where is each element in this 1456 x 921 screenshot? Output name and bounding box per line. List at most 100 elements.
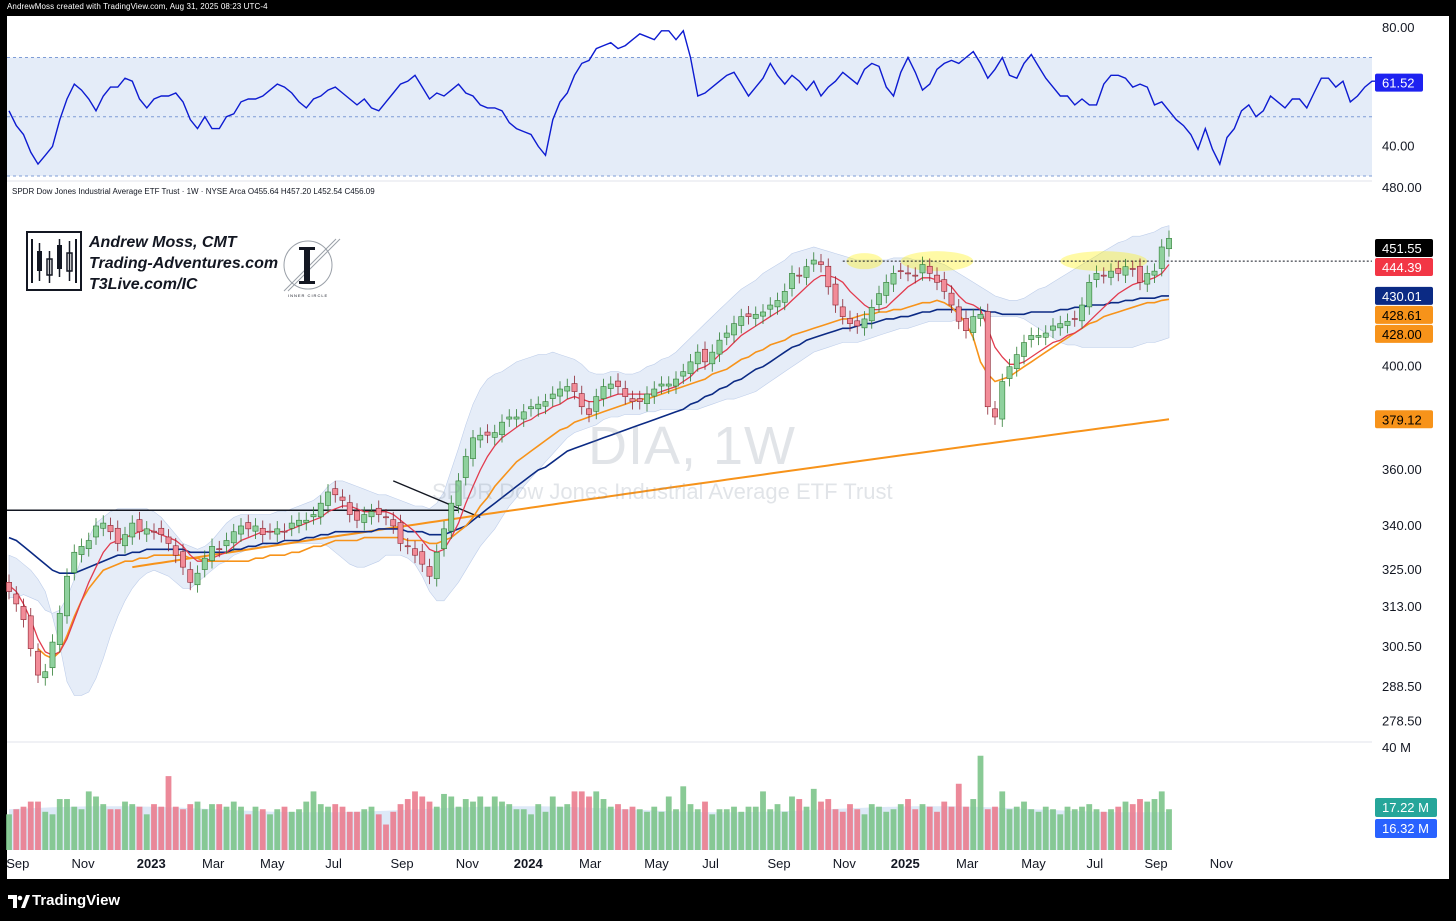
candle-body: [209, 546, 215, 561]
volume-bar: [636, 809, 643, 850]
candle-body: [694, 351, 701, 365]
volume-bar: [114, 809, 121, 850]
candle-body: [470, 437, 476, 459]
volume-bar: [803, 806, 810, 850]
volume-bar: [716, 809, 723, 850]
volume-bar: [172, 806, 179, 850]
candle-body: [1100, 274, 1107, 277]
volume-bar: [919, 804, 926, 850]
candle-body: [56, 613, 63, 645]
candle-body: [629, 398, 636, 402]
volume-bar: [1122, 801, 1129, 850]
volume-bar: [187, 804, 194, 850]
candle-body: [673, 378, 679, 387]
candle-body: [462, 456, 469, 478]
tradingview-logo-icon[interactable]: [8, 895, 30, 914]
candle-body: [245, 522, 252, 530]
volume-bar: [549, 796, 556, 850]
candle-body: [992, 408, 998, 418]
volume-bar: [600, 799, 607, 850]
candle-body: [165, 536, 172, 544]
volume-bar: [731, 806, 737, 850]
volume-bar: [984, 809, 991, 850]
volume-bar: [383, 824, 389, 850]
volume-tick-label: 40 M: [1382, 740, 1411, 755]
symbol-info-line: SPDR Dow Jones Industrial Average ETF Tr…: [12, 187, 375, 196]
price-tick-label: 340.00: [1382, 518, 1422, 533]
candle-body: [919, 264, 926, 274]
volume-bar: [1115, 806, 1122, 850]
inner-circle-caption: INNER CIRCLE: [288, 293, 329, 298]
volume-bar: [288, 811, 295, 850]
volume-bar: [441, 793, 447, 850]
price-badge: [1375, 257, 1433, 276]
candle-body: [535, 403, 542, 410]
candle-body: [412, 548, 418, 556]
volume-bar: [723, 809, 730, 850]
price-badge: [1375, 410, 1433, 429]
candle-body: [27, 615, 34, 649]
volume-bar: [615, 804, 621, 850]
volume-bar: [259, 809, 266, 850]
volume-bar: [354, 811, 360, 850]
volume-bar: [890, 809, 897, 850]
volume-bar: [419, 796, 426, 850]
candle-body: [78, 546, 85, 555]
volume-bar: [455, 806, 462, 850]
candle-body: [332, 488, 339, 496]
candle-body: [1129, 268, 1136, 270]
volume-bar: [216, 804, 223, 850]
price-pane[interactable]: [6, 225, 1372, 696]
candle-body: [745, 313, 752, 317]
candle-body: [803, 266, 810, 278]
volume-bar: [665, 796, 672, 850]
volume-bar: [1100, 811, 1107, 850]
volume-bar: [397, 804, 404, 850]
candle-body: [238, 525, 244, 535]
candle-body: [1064, 320, 1071, 326]
candle-body: [151, 530, 157, 533]
candle-body: [1013, 354, 1020, 369]
volume-bar: [839, 811, 846, 850]
time-axis-label: 2023: [137, 856, 166, 871]
price-badge-label: 444.39: [1382, 260, 1422, 275]
price-badge-label: 379.12: [1382, 412, 1422, 427]
price-badge-label: 428.00: [1382, 327, 1422, 342]
candle-body: [1035, 335, 1042, 338]
candle-body: [296, 519, 302, 526]
candle-body: [861, 318, 868, 329]
volume-bar: [1137, 799, 1143, 850]
rsi-tick-label: 80.00: [1382, 20, 1415, 35]
volume-bar: [281, 806, 288, 850]
candle-body: [310, 514, 317, 518]
time-axis-label: Sep: [6, 856, 29, 871]
volume-bar: [165, 776, 172, 850]
ma-200-line: [132, 418, 1170, 569]
candle-body: [774, 300, 781, 308]
bollinger-band: [8, 225, 1170, 696]
candle-body: [1086, 282, 1093, 308]
candle-body: [767, 304, 774, 310]
price-tick-label: 278.50: [1382, 713, 1422, 728]
volume-bar: [1144, 801, 1151, 850]
volume-bar: [122, 801, 128, 850]
footer-bar: [0, 880, 1456, 921]
rsi-band: [7, 57, 1372, 177]
candle-body: [934, 274, 940, 283]
volume-bar: [680, 786, 687, 850]
volume-bar: [27, 801, 34, 850]
candle-body: [1122, 266, 1129, 276]
volume-pane[interactable]: [6, 755, 1172, 850]
rsi-pane[interactable]: [7, 29, 1387, 177]
time-axis-label: Sep: [768, 856, 791, 871]
candle-body: [143, 528, 150, 535]
volume-bar: [818, 801, 824, 850]
volume-bar: [963, 806, 969, 850]
candle-body: [397, 522, 404, 544]
volume-bar: [484, 806, 491, 850]
tradingview-brand[interactable]: TradingView: [32, 892, 121, 909]
volume-bar: [390, 811, 397, 850]
volume-bar: [941, 801, 948, 850]
price-badge-label: 428.61: [1382, 308, 1422, 323]
